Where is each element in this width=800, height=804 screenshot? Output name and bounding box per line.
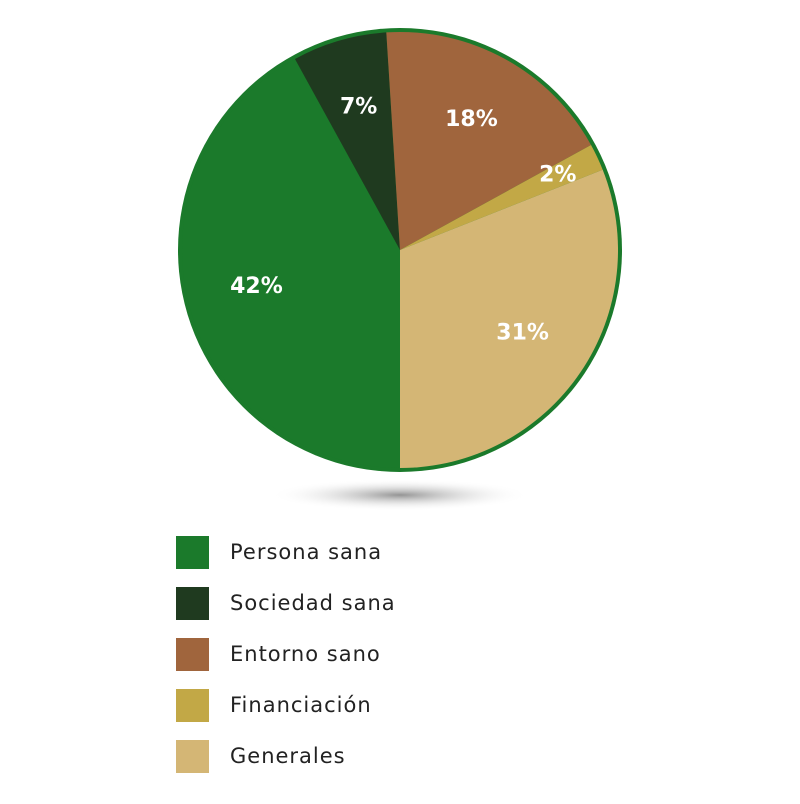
legend-swatch bbox=[176, 638, 209, 671]
legend-swatch bbox=[176, 587, 209, 620]
legend-label: Financiación bbox=[230, 693, 372, 717]
legend-swatch bbox=[176, 536, 209, 569]
shadow bbox=[270, 479, 530, 511]
legend-label: Persona sana bbox=[230, 540, 382, 564]
legend-swatch bbox=[176, 740, 209, 773]
legend-swatch bbox=[176, 689, 209, 722]
pie-slice bbox=[182, 58, 400, 468]
legend-label: Sociedad sana bbox=[230, 591, 396, 615]
data-label: 42% bbox=[230, 274, 283, 299]
legend-label: Entorno sano bbox=[230, 642, 381, 666]
pie-slice bbox=[386, 31, 592, 250]
pie-slice bbox=[294, 32, 400, 250]
data-label: 7% bbox=[340, 95, 377, 120]
pie-slice bbox=[400, 169, 618, 468]
pie-slice bbox=[400, 144, 603, 250]
legend-label: Generales bbox=[230, 744, 346, 768]
data-label: 18% bbox=[445, 107, 498, 132]
data-label: 31% bbox=[496, 320, 549, 345]
